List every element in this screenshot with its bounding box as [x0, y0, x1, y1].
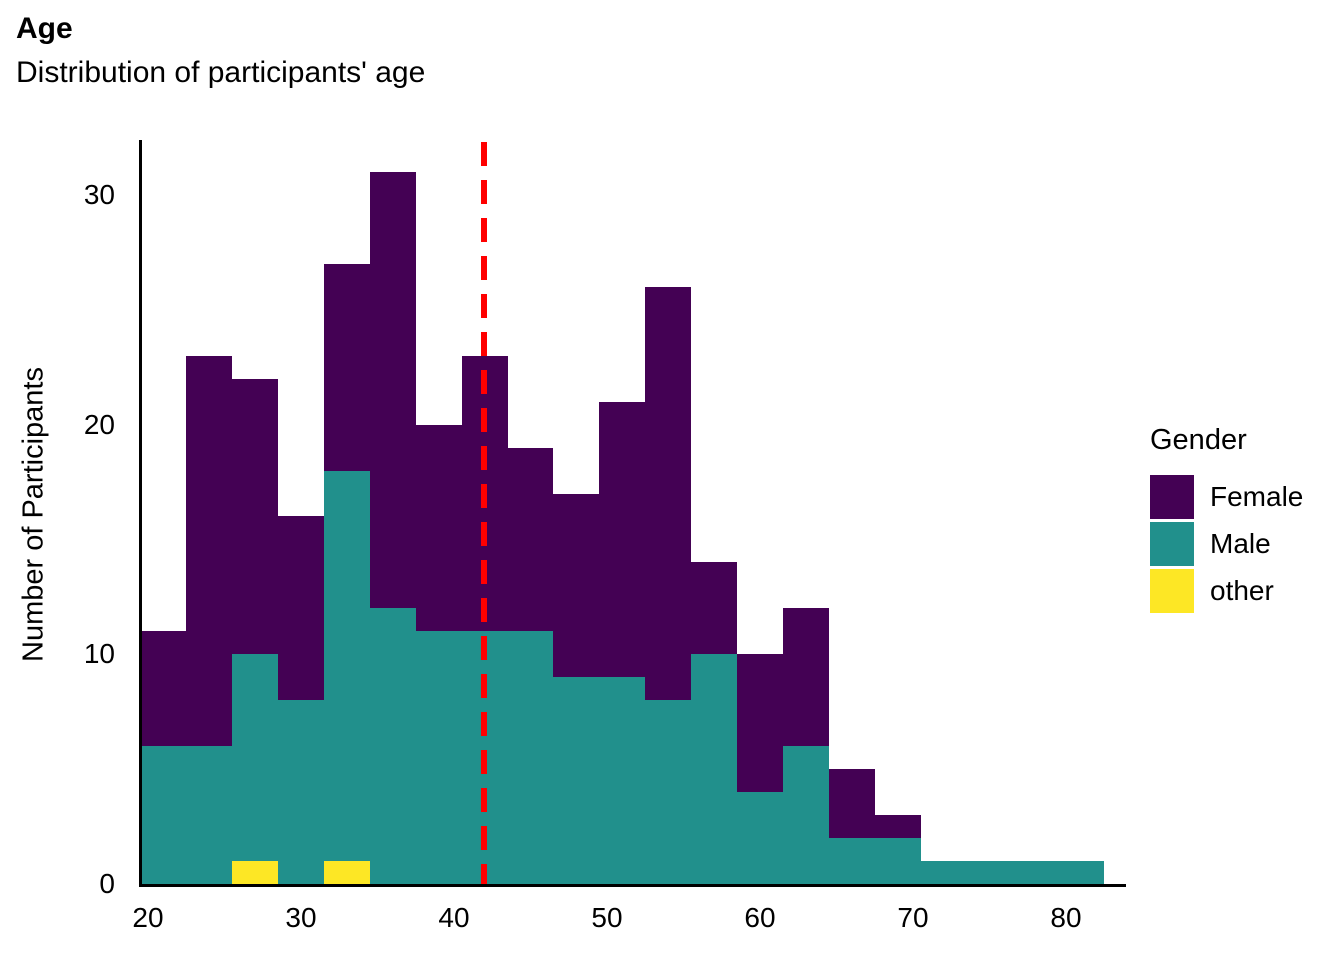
y-axis-line [139, 140, 142, 887]
bar-segment-female-age-39 [416, 425, 462, 631]
x-tick-label-70: 70 [897, 902, 929, 933]
legend-swatch-female [1150, 475, 1194, 519]
bar-segment-female-age-69 [875, 815, 921, 838]
bar-segment-male-age-39 [416, 631, 462, 884]
legend: Gender Female Male other [1150, 424, 1303, 616]
y-tick-label-20: 20 [83, 409, 115, 440]
bar-segment-male-age-36 [370, 608, 416, 884]
bar-segment-male-age-78 [1012, 861, 1058, 884]
bar-segment-male-age-21 [140, 746, 186, 884]
bar-segment-female-age-48 [553, 494, 599, 677]
mean-age-dashed-line [481, 142, 487, 884]
bar-segment-male-age-72 [921, 861, 967, 884]
legend-item-other: other [1150, 569, 1303, 613]
bar-segment-female-age-54 [645, 287, 691, 700]
bar-segment-male-age-75 [967, 861, 1012, 884]
y-tick-label-10: 10 [83, 638, 115, 669]
bar-segment-male-age-54 [645, 700, 691, 884]
bar-segment-female-age-63 [783, 608, 829, 746]
legend-swatch-other [1150, 569, 1194, 613]
chart-title: Age [16, 12, 73, 45]
bar-segment-male-age-69 [875, 838, 921, 884]
bar-segment-female-age-33 [324, 264, 370, 471]
bar-segment-female-age-30 [278, 516, 324, 700]
bar-segment-other-age-27 [232, 861, 278, 884]
bar-segment-male-age-60 [737, 792, 783, 884]
bar-segment-female-age-27 [232, 379, 278, 654]
bar-segment-female-age-66 [829, 769, 875, 838]
x-tick-label-30: 30 [285, 902, 317, 933]
x-tick-label-20: 20 [132, 902, 164, 933]
bar-segment-female-age-51 [599, 402, 645, 677]
bar-segment-male-age-45 [508, 631, 553, 884]
bar-segment-female-age-21 [140, 631, 186, 746]
y-tick-label-0: 0 [99, 868, 115, 899]
x-tick-label-40: 40 [438, 902, 470, 933]
legend-swatch-male [1150, 522, 1194, 566]
legend-item-male: Male [1150, 522, 1303, 566]
legend-items: Female Male other [1150, 475, 1303, 613]
bar-segment-male-age-27 [232, 654, 278, 861]
bar-segment-male-age-51 [599, 677, 645, 884]
bar-segment-female-age-45 [508, 448, 553, 631]
bar-segment-male-age-63 [783, 746, 829, 884]
bar-segment-male-age-57 [691, 654, 737, 884]
legend-title: Gender [1150, 424, 1247, 456]
bar-segment-male-age-24 [186, 746, 232, 884]
x-tick-label-80: 80 [1050, 902, 1082, 933]
bar-segment-male-age-66 [829, 838, 875, 884]
bar-segment-female-age-36 [370, 172, 416, 608]
chart-subtitle: Distribution of participants' age [16, 56, 426, 89]
bar-segment-male-age-48 [553, 677, 599, 884]
legend-label: other [1210, 575, 1274, 606]
bar-segment-male-age-33 [324, 471, 370, 861]
legend-label: Female [1210, 481, 1304, 512]
bar-segment-male-age-30 [278, 700, 324, 884]
bar-segment-other-age-33 [324, 861, 370, 884]
x-tick-label-50: 50 [591, 902, 623, 933]
bar-segment-female-age-57 [691, 562, 737, 654]
bar-segment-male-age-81 [1058, 861, 1104, 884]
legend-label: Male [1210, 528, 1271, 559]
bar-segment-female-age-60 [737, 654, 783, 792]
x-axis-line [139, 884, 1126, 887]
legend-item-female: Female [1150, 475, 1303, 519]
x-tick-label-60: 60 [744, 902, 776, 933]
bar-segment-female-age-24 [186, 356, 232, 746]
y-tick-label-30: 30 [83, 179, 115, 210]
